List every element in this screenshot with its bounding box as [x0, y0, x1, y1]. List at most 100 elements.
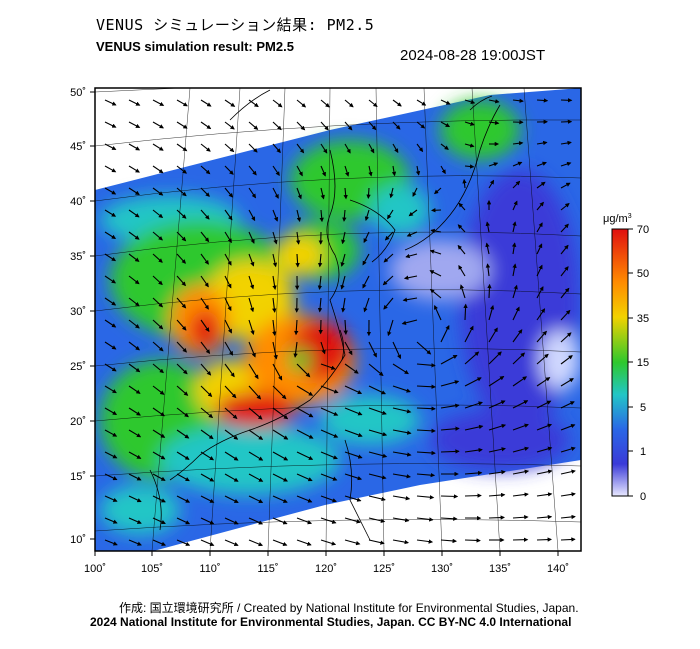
- wind-arrow: [536, 308, 546, 321]
- wind-arrow: [440, 380, 460, 387]
- wind-arrow: [200, 517, 215, 525]
- lon-label-130: 130˚: [431, 563, 453, 575]
- wind-arrow: [320, 451, 338, 460]
- wind-arrow: [457, 244, 466, 255]
- lon-label-105: 105˚: [141, 563, 163, 575]
- wind-arrow: [272, 143, 281, 154]
- map-area: [95, 88, 581, 551]
- wind-arrow: [344, 121, 353, 131]
- wind-arrow: [294, 319, 299, 336]
- wind-arrow: [152, 187, 164, 196]
- wind-arrow: [152, 253, 163, 263]
- wind-arrow: [392, 539, 409, 545]
- wind-arrow: [560, 182, 571, 189]
- wind-arrow: [512, 284, 518, 299]
- wind-arrow: [464, 99, 476, 105]
- wind-arrow: [295, 231, 301, 245]
- wind-arrow: [536, 222, 543, 233]
- wind-arrow: [200, 341, 211, 355]
- lat-label-20: 20˚: [70, 416, 86, 428]
- colorbar: μg/m3 70 50 35 15 5 1 0: [603, 213, 649, 503]
- wind-arrow: [320, 121, 329, 131]
- wind-arrow: [402, 297, 418, 302]
- wind-arrow: [368, 429, 388, 437]
- wind-arrow: [392, 451, 412, 457]
- wind-arrow: [104, 451, 118, 459]
- wind-arrow: [200, 209, 210, 220]
- wind-arrow: [560, 287, 570, 299]
- wind-arrow: [320, 539, 337, 546]
- wind-arrow: [344, 407, 363, 416]
- wind-arrow: [296, 165, 303, 177]
- wind-arrow: [392, 495, 411, 501]
- wind-arrow: [392, 429, 412, 435]
- wind-arrow: [248, 253, 255, 267]
- wind-arrow: [128, 99, 141, 106]
- wind-arrow: [320, 385, 339, 394]
- wind-arrow: [128, 341, 141, 351]
- wind-arrow: [536, 98, 549, 103]
- wind-arrow: [512, 376, 528, 387]
- wind-arrow: [248, 451, 264, 461]
- title-english: VENUS simulation result: PM2.5: [96, 39, 294, 54]
- wind-arrow: [560, 401, 575, 409]
- lat-label-50: 50˚: [70, 87, 86, 99]
- wind-arrow: [485, 242, 490, 255]
- wind-arrow: [344, 517, 361, 524]
- wind-arrow: [295, 253, 300, 268]
- colorbar-tick-15: 15: [637, 357, 649, 369]
- wind-arrow: [320, 495, 337, 503]
- wind-arrow: [104, 297, 117, 306]
- wind-arrow: [272, 385, 287, 400]
- wind-arrow: [296, 407, 314, 418]
- wind-arrow: [272, 363, 283, 381]
- wind-arrow: [248, 143, 258, 153]
- wind-arrow: [440, 325, 450, 343]
- wind-arrow: [272, 297, 277, 313]
- wind-arrow: [344, 429, 363, 438]
- wind-arrow: [272, 341, 278, 360]
- lon-label-120: 120˚: [315, 563, 337, 575]
- wind-arrow: [176, 363, 188, 375]
- colorbar-tick-35: 35: [637, 313, 649, 325]
- wind-arrow: [152, 341, 164, 352]
- map-frame: [94, 87, 582, 552]
- wind-arrow: [128, 407, 141, 416]
- wind-arrow: [296, 495, 313, 503]
- wind-arrow: [200, 539, 215, 547]
- wind-arrow: [368, 407, 387, 415]
- wind-arrow: [392, 341, 402, 360]
- wind-arrow: [363, 231, 370, 243]
- wind-arrow: [128, 517, 142, 524]
- wind-arrow: [128, 209, 140, 218]
- wind-arrow: [401, 319, 418, 325]
- lat-label-10: 10˚: [70, 534, 86, 546]
- wind-arrow: [152, 275, 163, 286]
- wind-arrow: [560, 266, 569, 277]
- wind-arrow: [320, 429, 339, 438]
- wind-arrow: [384, 231, 394, 241]
- wind-arrow: [512, 329, 523, 343]
- wind-arrow: [487, 283, 492, 299]
- wind-arrow: [512, 423, 529, 431]
- wind-arrow: [408, 209, 418, 217]
- wind-arrow: [296, 209, 302, 223]
- lon-label-115: 115˚: [257, 563, 278, 575]
- wind-arrow: [296, 473, 313, 482]
- wind-arrow: [128, 275, 140, 285]
- wind-arrow: [152, 429, 166, 438]
- wind-arrow: [512, 306, 520, 321]
- wind-arrow: [440, 494, 459, 499]
- wind-arrow: [200, 143, 211, 152]
- wind-arrow: [363, 297, 370, 313]
- wind-arrow: [176, 187, 187, 197]
- wind-arrow: [536, 537, 552, 542]
- wind-arrow: [200, 385, 213, 398]
- wind-arrow: [248, 121, 259, 130]
- wind-arrow: [405, 253, 418, 259]
- wind-arrow: [224, 539, 239, 547]
- wind-arrow: [464, 121, 475, 126]
- wind-arrow: [403, 275, 418, 280]
- wind-arrow: [364, 209, 370, 222]
